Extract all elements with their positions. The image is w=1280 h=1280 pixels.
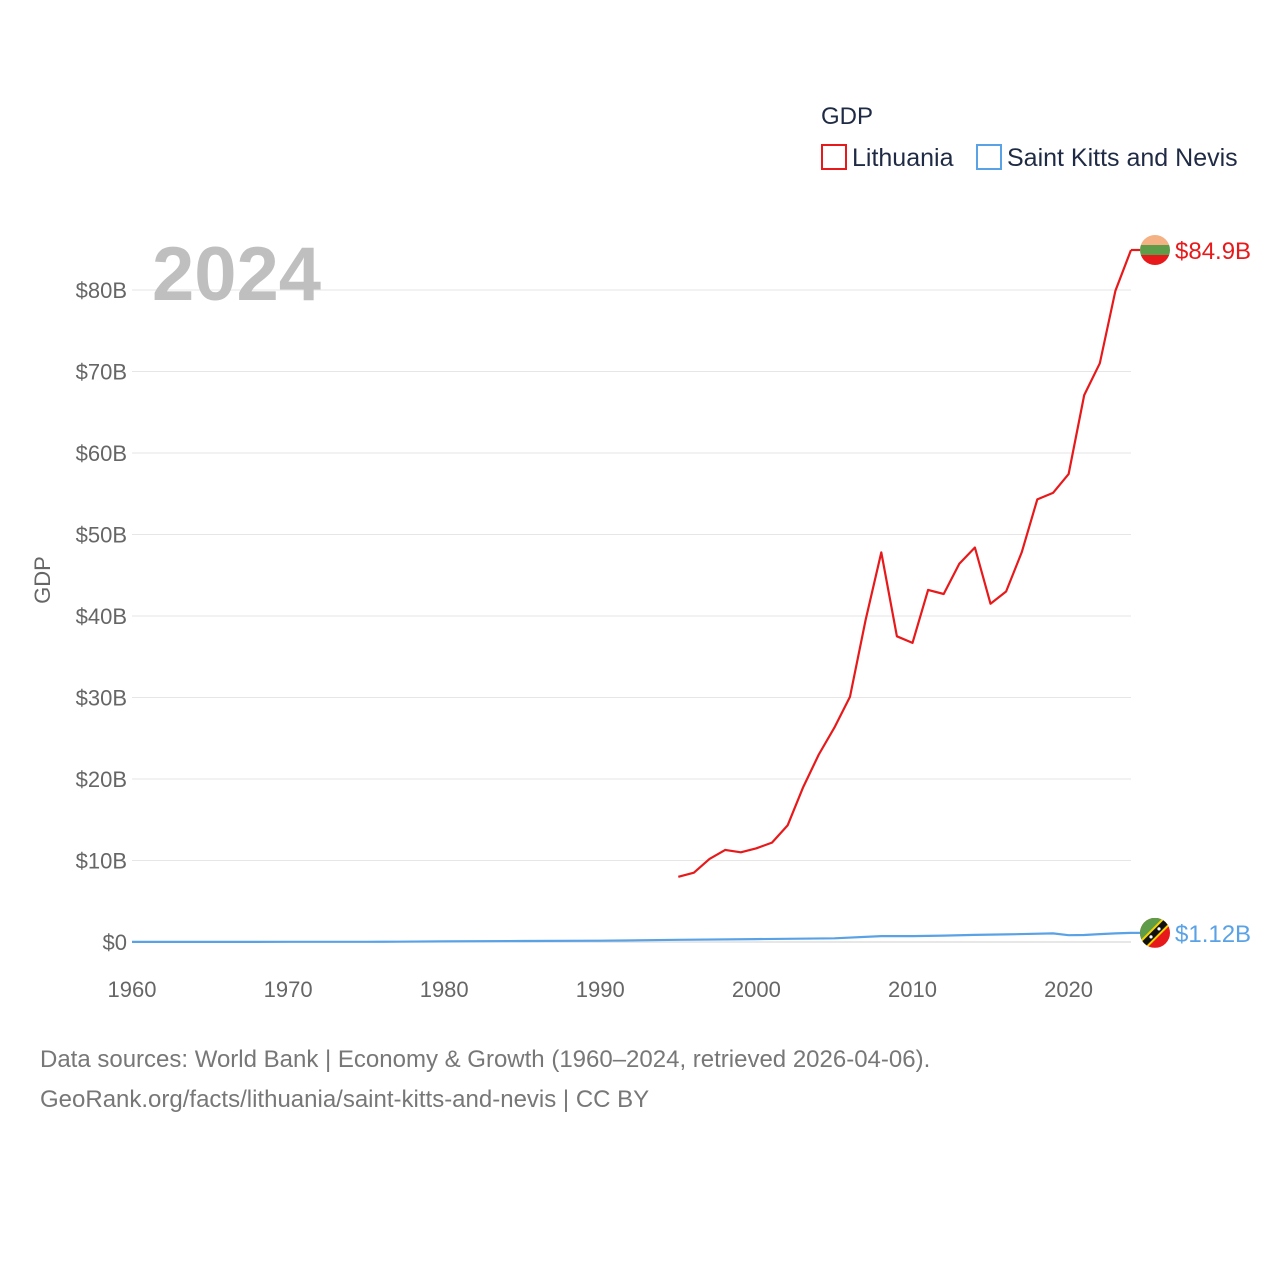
grid-lines — [132, 289, 1131, 943]
series-end-label: $1.12B — [1175, 921, 1251, 948]
legend-item-label[interactable]: Saint Kitts and Nevis — [1007, 144, 1238, 172]
source-note: Data sources: World Bank | Economy & Gro… — [40, 1040, 1240, 1120]
y-tick-label: $80B — [76, 278, 127, 303]
x-tick-label: 1990 — [576, 977, 625, 1002]
series-end-markers: $84.9B $1.12B — [1131, 235, 1251, 948]
legend-item-label[interactable]: Lithuania — [852, 144, 954, 172]
legend[interactable]: GDP Lithuania Saint Kitts and Nevis — [821, 103, 1238, 172]
x-tick-label: 2000 — [732, 977, 781, 1002]
x-tick-label: 1980 — [420, 977, 469, 1002]
y-tick-label: $50B — [76, 522, 127, 547]
series-line-lithuania[interactable] — [678, 249, 1133, 878]
year-label: 2024 — [152, 232, 321, 317]
series-lines — [132, 249, 1133, 944]
x-axis: 1960 1970 1980 1990 2000 2010 2020 — [108, 977, 1094, 1002]
source-line-2[interactable]: GeoRank.org/facts/lithuania/saint-kitts-… — [40, 1086, 650, 1113]
series-line-saint-kitts-and-nevis[interactable] — [132, 931, 1132, 944]
legend-swatch[interactable] — [976, 144, 1002, 170]
x-tick-label: 1970 — [264, 977, 313, 1002]
y-axis-title: GDP — [30, 556, 55, 604]
y-axis: $0 $10B $20B $30B $40B $50B $60B $70B $80B — [76, 278, 127, 955]
y-tick-label: $60B — [76, 441, 127, 466]
lithuania-flag-icon — [1140, 235, 1170, 265]
x-tick-label: 2020 — [1044, 977, 1093, 1002]
gdp-line-chart: $0$10B$20B$30B$40B$50B$60B$70B$80B 1960 1… — [30, 103, 1251, 1002]
x-tick-label: 2010 — [888, 977, 937, 1002]
saint-kitts-and-nevis-flag-icon — [1140, 917, 1170, 948]
y-tick-label: $40B — [76, 604, 127, 629]
y-tick-label: $0 — [103, 930, 127, 955]
source-line-1: Data sources: World Bank | Economy & Gro… — [40, 1046, 931, 1073]
x-tick-label: 1960 — [108, 977, 157, 1002]
legend-title: GDP — [821, 103, 873, 130]
series-end-label: $84.9B — [1175, 238, 1251, 265]
y-tick-label: $70B — [76, 359, 127, 384]
legend-swatch[interactable] — [821, 144, 847, 170]
y-tick-label: $30B — [76, 685, 127, 710]
y-tick-label: $10B — [76, 848, 127, 873]
y-tick-label: $20B — [76, 767, 127, 792]
